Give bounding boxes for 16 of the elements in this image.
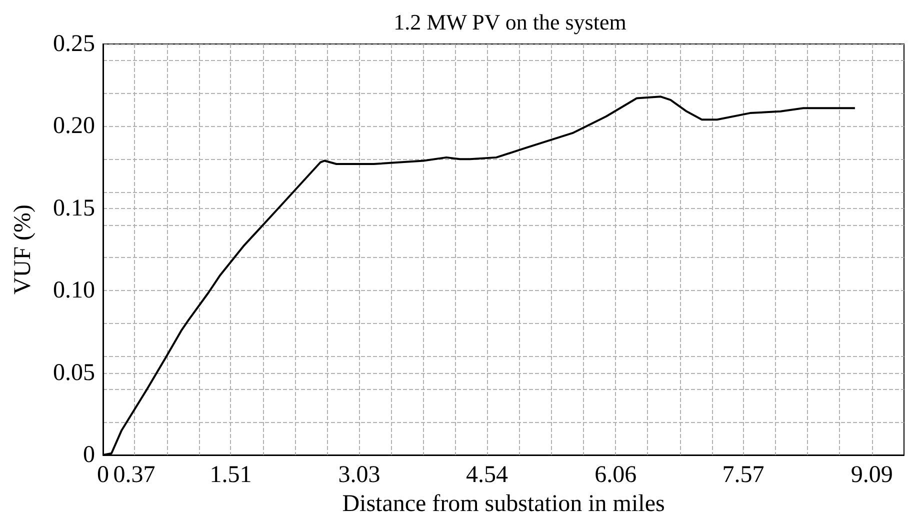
- y-tick-label: 0: [83, 442, 95, 468]
- y-tick-label: 0.25: [53, 31, 95, 57]
- y-tick-label: 0.15: [53, 195, 95, 222]
- x-tick-label: 3.03: [338, 462, 380, 488]
- x-tick-label: 9.09: [850, 462, 893, 488]
- x-tick-label: 4.54: [466, 462, 508, 488]
- y-tick-label: 0.20: [53, 113, 95, 140]
- x-axis-title: Distance from substation in miles: [342, 490, 665, 517]
- x-tick-label: 7.57: [722, 462, 764, 488]
- y-tick-label: 0.10: [53, 278, 95, 304]
- x-tick-label: 6.06: [594, 462, 637, 488]
- x-tick-label: 1.51: [210, 462, 252, 488]
- x-tick-label: 0.37: [113, 462, 156, 488]
- y-tick-label: 0.05: [53, 360, 95, 386]
- y-axis-title: VUF (%): [10, 204, 36, 294]
- chart-title: 1.2 MW PV on the system: [394, 10, 626, 34]
